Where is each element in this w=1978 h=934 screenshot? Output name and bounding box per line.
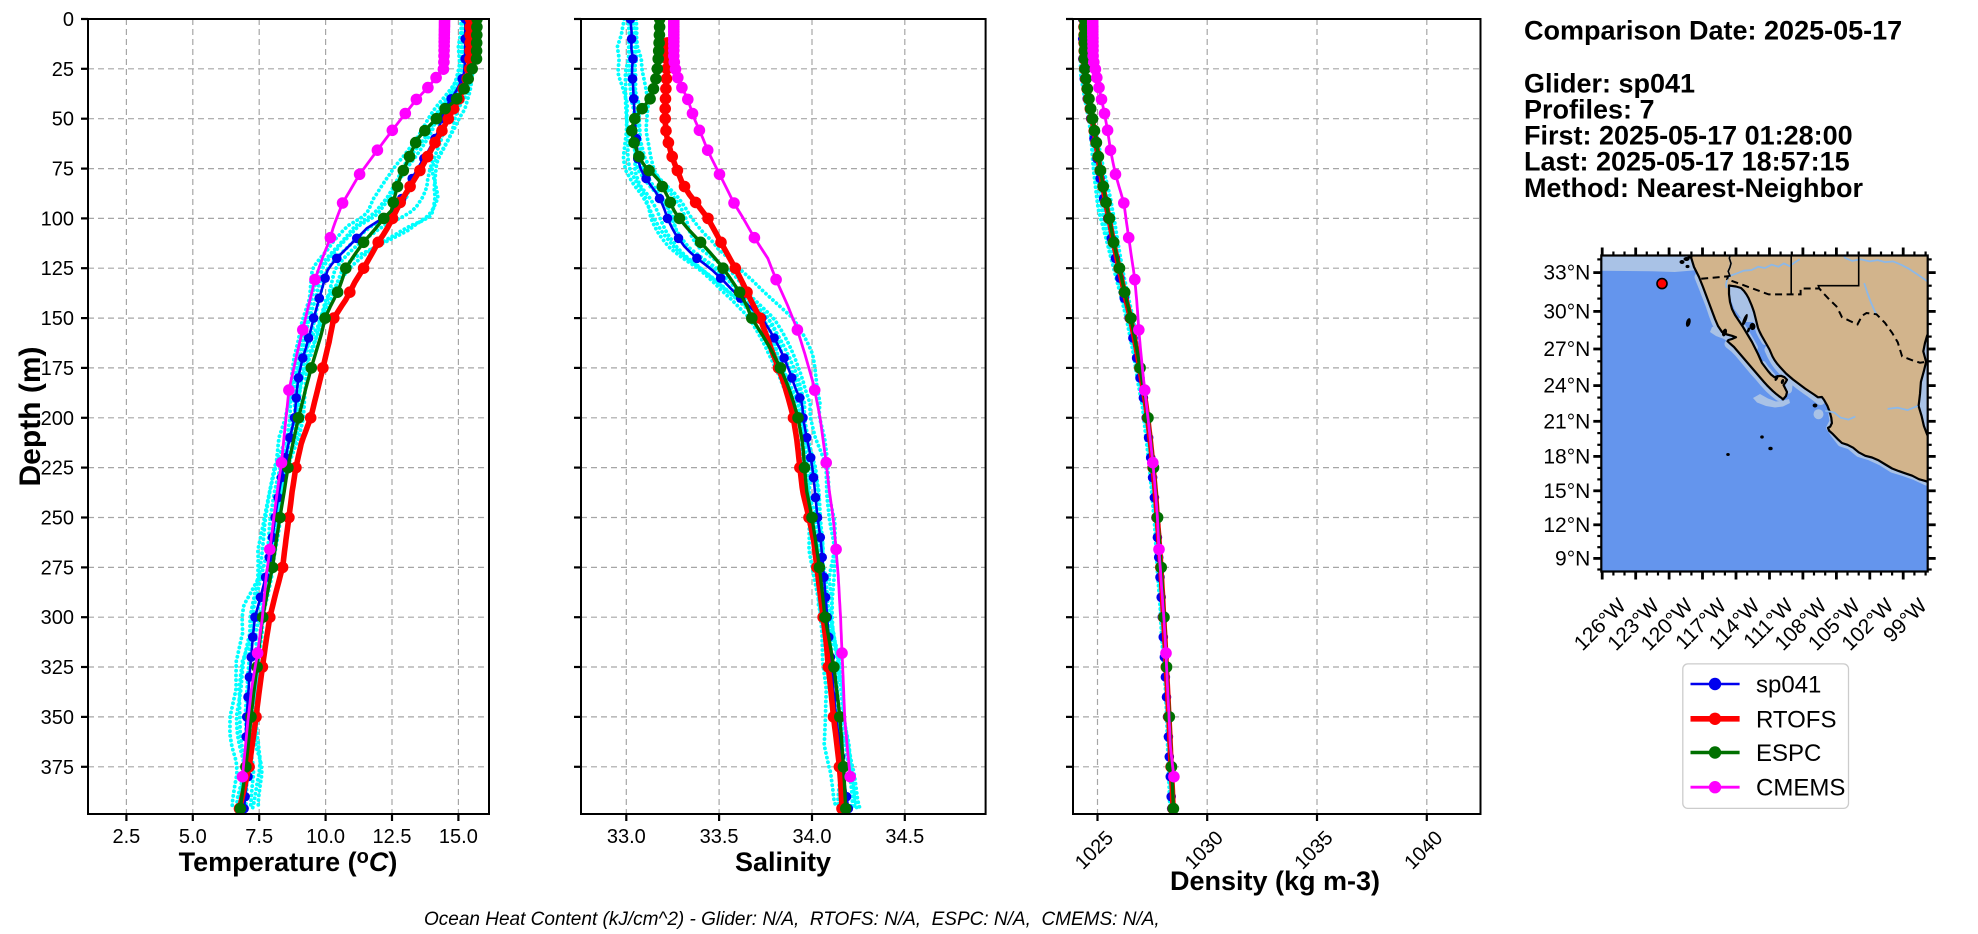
svg-text:9°N: 9°N [1555,547,1590,570]
svg-text:Method: Nearest-Neighbor: Method: Nearest-Neighbor [1524,173,1864,203]
svg-text:325: 325 [41,657,74,679]
svg-text:Last: 2025-05-17 18:57:15: Last: 2025-05-17 18:57:15 [1524,147,1850,177]
svg-text:15.0: 15.0 [439,826,478,848]
svg-text:33.5: 33.5 [700,826,739,848]
svg-text:300: 300 [41,607,74,629]
svg-text:RTOFS: RTOFS [1756,706,1836,733]
svg-text:12°N: 12°N [1543,514,1590,537]
svg-text:Glider: sp041: Glider: sp041 [1524,68,1695,98]
svg-text:sp041: sp041 [1756,672,1821,699]
svg-text:15°N: 15°N [1543,480,1590,503]
svg-text:30°N: 30°N [1543,300,1590,323]
svg-text:225: 225 [41,458,74,480]
svg-text:7.5: 7.5 [245,826,273,848]
svg-text:24°N: 24°N [1543,375,1590,398]
svg-text:12.5: 12.5 [373,826,412,848]
svg-text:Depth (m): Depth (m) [14,347,47,487]
svg-text:33.0: 33.0 [607,826,646,848]
svg-text:18°N: 18°N [1543,445,1590,468]
svg-text:21°N: 21°N [1543,410,1590,433]
svg-text:5.0: 5.0 [179,826,207,848]
svg-text:175: 175 [41,358,74,380]
svg-text:250: 250 [41,508,74,530]
svg-text:Salinity: Salinity [735,847,831,877]
svg-text:0: 0 [63,9,74,31]
svg-text:First: 2025-05-17 01:28:00: First: 2025-05-17 01:28:00 [1524,121,1853,151]
svg-text:CMEMS: CMEMS [1756,775,1845,802]
svg-text:200: 200 [41,408,74,430]
svg-text:Comparison Date: 2025-05-17: Comparison Date: 2025-05-17 [1524,16,1902,46]
svg-text:350: 350 [41,707,74,729]
svg-text:25: 25 [52,59,74,81]
svg-text:150: 150 [41,308,74,330]
svg-text:375: 375 [41,757,74,779]
svg-text:33°N: 33°N [1543,262,1590,285]
svg-text:Ocean Heat Content (kJ/cm^2) -: Ocean Heat Content (kJ/cm^2) - Glider: N… [424,909,1160,930]
svg-text:2.5: 2.5 [112,826,140,848]
svg-text:75: 75 [52,159,74,181]
svg-text:34.0: 34.0 [793,826,832,848]
svg-text:ESPC: ESPC [1756,740,1821,767]
svg-text:Density (kg m-3): Density (kg m-3) [1170,866,1380,896]
svg-text:125: 125 [41,258,74,280]
svg-text:50: 50 [52,109,74,131]
svg-text:100: 100 [41,208,74,230]
svg-text:275: 275 [41,557,74,579]
svg-text:27°N: 27°N [1543,338,1590,361]
svg-text:Profiles: 7: Profiles: 7 [1524,95,1655,125]
svg-text:34.5: 34.5 [885,826,924,848]
svg-text:10.0: 10.0 [306,826,345,848]
